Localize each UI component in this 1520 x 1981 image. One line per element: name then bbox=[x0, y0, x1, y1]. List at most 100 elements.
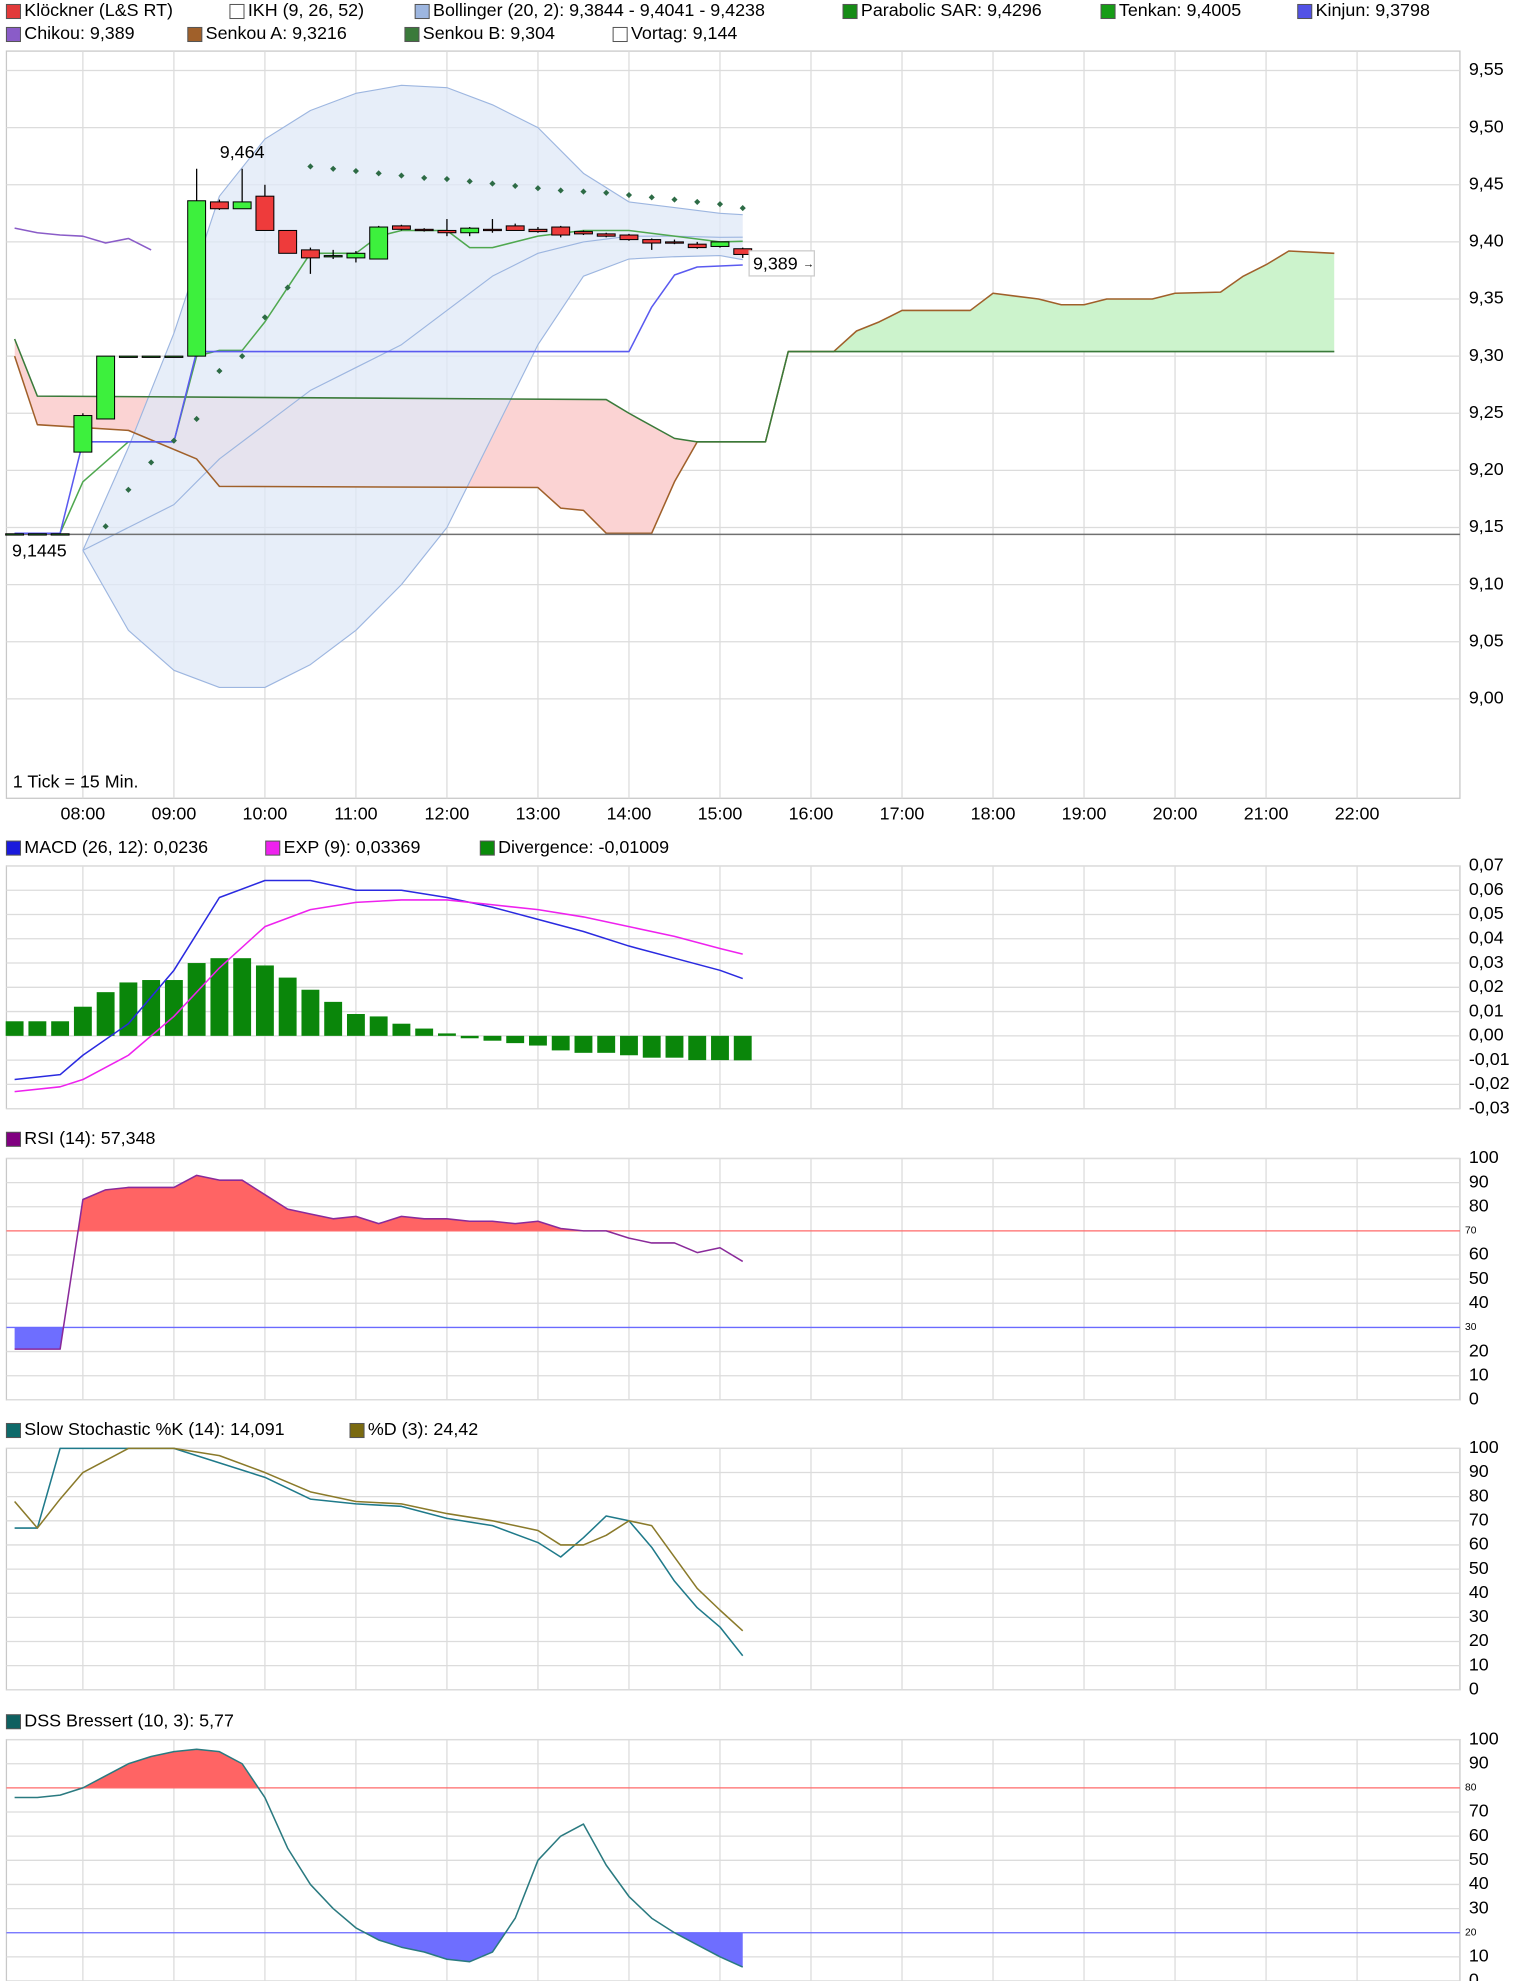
bar bbox=[506, 1035, 525, 1044]
level-label: 80 bbox=[1465, 1783, 1477, 1794]
candle-body bbox=[596, 233, 616, 237]
dot bbox=[625, 191, 633, 199]
line bbox=[14, 1447, 744, 1657]
legend-swatch bbox=[5, 1422, 21, 1439]
legend-label: Slow Stochastic %K (14): 14,091 bbox=[24, 1419, 284, 1439]
line bbox=[14, 1748, 744, 1968]
bar bbox=[415, 1028, 434, 1036]
band-fill bbox=[82, 85, 743, 688]
legend-swatch bbox=[1100, 3, 1116, 20]
dot bbox=[148, 459, 155, 466]
legend-swatch bbox=[187, 26, 203, 43]
y-tick-label: -0,03 bbox=[1469, 1097, 1510, 1117]
dot bbox=[239, 353, 246, 360]
bar bbox=[187, 963, 206, 1036]
y-tick-label: 9,15 bbox=[1469, 516, 1504, 536]
x-tick-label: 19:00 bbox=[1062, 804, 1107, 824]
x-tick-label: 14:00 bbox=[607, 804, 652, 824]
x-tick-label: 22:00 bbox=[1335, 804, 1380, 824]
legend-swatch bbox=[1297, 3, 1313, 20]
candle-body bbox=[278, 229, 298, 254]
y-tick-label: 80 bbox=[1469, 1485, 1489, 1505]
dot bbox=[694, 198, 701, 205]
candle-body bbox=[414, 228, 434, 232]
x-tick-label: 21:00 bbox=[1244, 804, 1289, 824]
y-tick-label: 0,05 bbox=[1469, 903, 1504, 923]
y-tick-label: 0,06 bbox=[1469, 879, 1504, 899]
legend-label: Divergence: -0,01009 bbox=[498, 837, 669, 857]
bar bbox=[620, 1035, 638, 1056]
bar bbox=[733, 1035, 752, 1061]
dot bbox=[421, 174, 428, 181]
y-tick-label: 9,20 bbox=[1469, 459, 1504, 479]
level-label: 70 bbox=[1465, 1226, 1477, 1237]
legend-label: Klöckner (L&S RT) bbox=[24, 0, 173, 20]
legend-swatch bbox=[5, 26, 21, 43]
bar bbox=[437, 1033, 456, 1036]
bar bbox=[324, 1001, 343, 1036]
legend-label: MACD (26, 12): 0,0236 bbox=[24, 837, 208, 857]
candle-body bbox=[300, 249, 320, 259]
y-tick-label: 90 bbox=[1469, 1461, 1489, 1481]
legend-swatch bbox=[5, 1714, 21, 1730]
dot bbox=[739, 205, 746, 212]
x-tick-label: 10:00 bbox=[243, 804, 288, 824]
level-label: 20 bbox=[1465, 1927, 1477, 1938]
line bbox=[14, 899, 743, 1093]
candle-body bbox=[505, 225, 525, 231]
y-tick-label: 60 bbox=[1469, 1244, 1489, 1264]
candle-body bbox=[209, 201, 229, 210]
bar bbox=[301, 989, 320, 1036]
candle-body bbox=[5, 533, 25, 536]
legend-label: Tenkan: 9,4005 bbox=[1119, 0, 1241, 20]
candle-body bbox=[27, 533, 47, 536]
x-tick-label: 16:00 bbox=[789, 804, 834, 824]
y-tick-label: 9,05 bbox=[1469, 630, 1504, 650]
candle-body bbox=[346, 252, 366, 259]
y-tick-label: 60 bbox=[1469, 1534, 1489, 1554]
dot bbox=[261, 314, 268, 321]
line bbox=[14, 1174, 744, 1350]
candle-body bbox=[187, 200, 207, 357]
y-tick-label: 80 bbox=[1469, 1195, 1489, 1215]
y-tick-label: 100 bbox=[1469, 1147, 1499, 1167]
y-tick-label: 70 bbox=[1469, 1801, 1489, 1821]
legend-swatch bbox=[5, 1131, 21, 1147]
y-tick-label: 50 bbox=[1469, 1849, 1489, 1869]
bar bbox=[642, 1035, 661, 1058]
level-fill bbox=[14, 1175, 743, 1231]
candle-body bbox=[232, 201, 252, 210]
bar bbox=[51, 1021, 70, 1036]
x-tick-label: 12:00 bbox=[425, 804, 470, 824]
dot bbox=[534, 185, 542, 192]
dot bbox=[102, 523, 109, 530]
line bbox=[14, 1447, 744, 1632]
y-tick-label: 40 bbox=[1469, 1292, 1489, 1312]
dot bbox=[398, 172, 405, 179]
legend-label: Kinjun: 9,3798 bbox=[1316, 0, 1430, 20]
y-tick-label: 0,07 bbox=[1469, 855, 1504, 875]
y-tick-label: 9,55 bbox=[1469, 59, 1504, 79]
bar bbox=[483, 1035, 502, 1041]
candle-body bbox=[482, 228, 502, 232]
candle-body bbox=[551, 226, 571, 236]
bar bbox=[28, 1021, 47, 1036]
dot bbox=[489, 180, 496, 187]
bar bbox=[210, 958, 229, 1036]
x-tick-label: 13:00 bbox=[516, 804, 561, 824]
line bbox=[82, 235, 743, 551]
candle-body bbox=[687, 243, 707, 249]
y-tick-label: 40 bbox=[1469, 1582, 1489, 1602]
y-tick-label: 10 bbox=[1469, 1946, 1489, 1966]
candle-body bbox=[391, 225, 411, 230]
bar bbox=[255, 965, 274, 1036]
bar bbox=[119, 982, 138, 1036]
y-tick-label: 30 bbox=[1469, 1606, 1489, 1626]
bar bbox=[278, 977, 297, 1036]
dot bbox=[307, 163, 314, 170]
dot bbox=[466, 178, 473, 185]
x-tick-label: 20:00 bbox=[1153, 804, 1198, 824]
candle-body bbox=[437, 229, 457, 234]
line bbox=[82, 255, 743, 689]
bar bbox=[164, 980, 183, 1036]
